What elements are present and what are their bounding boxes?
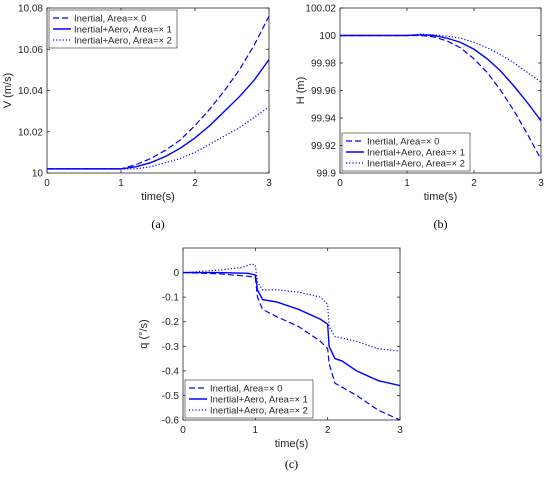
y-tick-label: -0.6 [162, 416, 180, 427]
y-tick-label: -0.2 [162, 317, 180, 328]
legend-entry: Inertial+Aero, Area=× 1 [210, 394, 308, 405]
y-tick-label: 10.02 [18, 127, 43, 138]
legend-entry: Inertial+Aero, Area=× 2 [74, 35, 172, 46]
legend-entry: Inertial, Area=× 0 [367, 136, 439, 147]
legend-entry: Inertial, Area=× 0 [74, 13, 146, 24]
series-line-3 [183, 263, 400, 352]
chart-panel-c: 0 1 2 3 -0.6 -0.5 -0.4 -0.3 -0.2 -0.1 0 time(s) q (°… [138, 247, 403, 471]
x-tick-label: 3 [266, 178, 272, 189]
x-axis-label: time(s) [141, 191, 175, 203]
legend-entry: Inertial+Aero, Area=× 2 [367, 158, 465, 169]
y-tick-label: 10.04 [18, 86, 43, 97]
legend-entry: Inertial+Aero, Area=× 1 [367, 147, 465, 158]
y-axis-label: V (m/s) [2, 73, 14, 108]
legend-entry: Inertial+Aero, Area=× 1 [74, 24, 172, 35]
x-tick-label: 3 [397, 425, 403, 436]
y-tick-label: 99.92 [311, 141, 336, 152]
series-line-2 [183, 271, 400, 387]
y-axis-label: q (°/s) [138, 319, 150, 348]
y-tick-label: -0.3 [162, 342, 180, 353]
x-axis-label: time(s) [424, 191, 458, 203]
x-tick-label: 2 [192, 178, 198, 189]
panel-caption: (a) [151, 217, 164, 231]
x-tick-label: 1 [253, 425, 259, 436]
series-line-2 [340, 34, 541, 122]
x-tick-label: 1 [118, 178, 124, 189]
x-tick-label: 0 [337, 178, 343, 189]
y-tick-label: 10.08 [18, 4, 43, 15]
x-tick-label: 0 [44, 178, 50, 189]
x-axis-label: time(s) [275, 438, 309, 450]
y-axis-label: H (m) [295, 77, 307, 105]
chart-panel-a: 0 1 2 3 10 10.02 10.04 10.06 10.08 time(s) V (m/s)… [2, 4, 272, 232]
y-tick-label: 99.96 [311, 86, 336, 97]
y-tick-label: 10 [32, 169, 44, 180]
series-line-3 [47, 106, 269, 170]
series-line-1 [183, 271, 400, 420]
y-tick-label: 100 [319, 31, 336, 42]
x-tick-label: 2 [471, 178, 477, 189]
series-line-3 [340, 33, 541, 83]
x-tick-label: 2 [325, 425, 331, 436]
y-tick-label: 10.06 [18, 45, 43, 56]
x-tick-label: 0 [180, 425, 186, 436]
x-tick-label: 1 [404, 178, 410, 189]
y-tick-label: 0 [173, 268, 179, 279]
y-tick-label: 99.94 [311, 114, 336, 125]
y-tick-label: -0.4 [162, 366, 180, 377]
y-tick-label: -0.5 [162, 391, 180, 402]
x-tick-label: 3 [538, 178, 544, 189]
y-tick-label: -0.1 [162, 293, 180, 304]
y-tick-label: 100.02 [305, 4, 336, 15]
y-tick-label: 99.98 [311, 59, 336, 70]
y-tick-label: 99.9 [317, 169, 337, 180]
panel-caption: (c) [285, 457, 298, 471]
chart-panel-b: 0 1 2 3 99.9 99.92 99.94 99.96 99.98 100 100.02 tim… [295, 4, 544, 232]
legend-entry: Inertial+Aero, Area=× 2 [210, 405, 308, 416]
panel-caption: (b) [434, 217, 448, 231]
legend-entry: Inertial, Area=× 0 [210, 383, 282, 394]
